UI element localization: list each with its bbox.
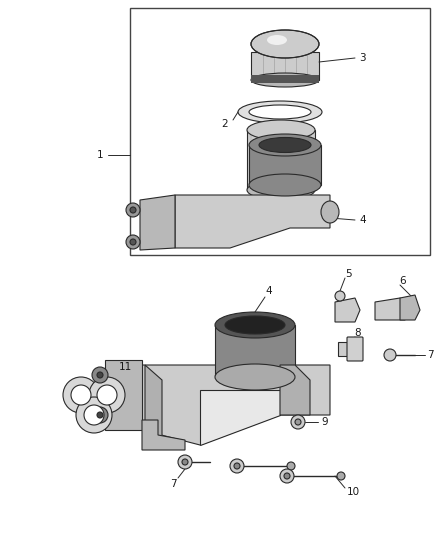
Polygon shape [140, 195, 175, 250]
Text: 4: 4 [266, 286, 272, 296]
Polygon shape [400, 295, 420, 320]
Ellipse shape [238, 101, 322, 123]
Polygon shape [375, 298, 410, 320]
Text: 5: 5 [345, 269, 351, 279]
Text: 10: 10 [346, 487, 360, 497]
Circle shape [182, 459, 188, 465]
Polygon shape [200, 390, 280, 445]
Circle shape [92, 367, 108, 383]
Circle shape [267, 146, 295, 174]
Polygon shape [335, 298, 360, 322]
Circle shape [89, 377, 125, 413]
Text: 4: 4 [360, 215, 366, 225]
Ellipse shape [251, 73, 319, 87]
Ellipse shape [247, 180, 315, 200]
Ellipse shape [251, 30, 319, 58]
Circle shape [71, 385, 91, 405]
Bar [215, 325, 295, 377]
Polygon shape [105, 360, 142, 430]
Circle shape [280, 469, 294, 483]
Circle shape [92, 407, 108, 423]
Circle shape [84, 405, 104, 425]
Ellipse shape [267, 35, 287, 45]
Text: 8: 8 [355, 328, 361, 338]
Circle shape [130, 207, 136, 213]
Text: 11: 11 [118, 362, 132, 372]
Ellipse shape [259, 138, 311, 152]
Text: 3: 3 [359, 53, 365, 63]
Polygon shape [251, 52, 319, 80]
Circle shape [230, 459, 244, 473]
Circle shape [63, 377, 99, 413]
Ellipse shape [249, 174, 321, 196]
Polygon shape [142, 365, 330, 445]
Circle shape [130, 239, 136, 245]
Circle shape [291, 415, 305, 429]
Bar [251, 75, 319, 83]
Circle shape [337, 472, 345, 480]
Text: 1: 1 [97, 150, 103, 160]
Text: 7: 7 [427, 350, 433, 360]
Bar [130, 8, 430, 255]
FancyBboxPatch shape [347, 337, 363, 361]
Circle shape [97, 385, 117, 405]
Circle shape [284, 473, 290, 479]
Text: 2: 2 [222, 119, 228, 129]
Ellipse shape [215, 312, 295, 338]
Circle shape [76, 397, 112, 433]
Polygon shape [175, 195, 330, 248]
Circle shape [178, 455, 192, 469]
Circle shape [274, 153, 288, 167]
Circle shape [287, 462, 295, 470]
Ellipse shape [249, 134, 321, 156]
Ellipse shape [249, 105, 311, 119]
Ellipse shape [321, 201, 339, 223]
Text: 9: 9 [321, 417, 328, 427]
Circle shape [335, 291, 345, 301]
Circle shape [295, 419, 301, 425]
Polygon shape [145, 365, 162, 445]
Bar [247, 130, 315, 190]
Text: 7: 7 [170, 479, 177, 489]
Polygon shape [280, 365, 310, 415]
Polygon shape [142, 420, 185, 450]
Ellipse shape [247, 120, 315, 140]
Circle shape [126, 203, 140, 217]
Text: 6: 6 [400, 276, 406, 286]
Circle shape [384, 349, 396, 361]
Ellipse shape [225, 316, 285, 334]
Ellipse shape [215, 364, 295, 390]
Circle shape [97, 412, 103, 418]
Circle shape [234, 463, 240, 469]
Bar [249, 145, 321, 185]
Bar [338, 342, 360, 356]
Circle shape [97, 372, 103, 378]
Circle shape [126, 235, 140, 249]
